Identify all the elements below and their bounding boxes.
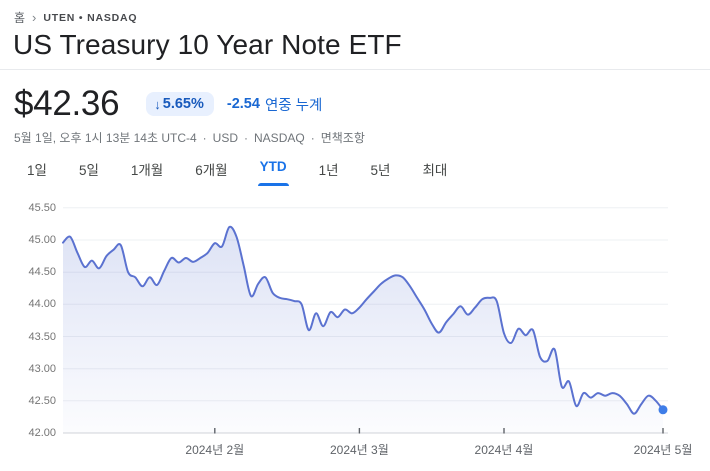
- percent-change-badge: ↓ 5.65%: [146, 92, 214, 116]
- quote-meta: 5월 1일, 오후 1시 13분 14초 UTC-4 · USD · NASDA…: [14, 129, 365, 146]
- disclaimer-link[interactable]: 면책조항: [320, 131, 365, 145]
- tab-5년[interactable]: 5년: [370, 163, 391, 178]
- y-axis-label: 43.50: [28, 330, 56, 343]
- chevron-right-icon: ›: [32, 10, 37, 25]
- header-divider: [0, 69, 710, 70]
- percent-change-value: 5.65%: [162, 96, 204, 112]
- page-title: US Treasury 10 Year Note ETF: [13, 29, 402, 60]
- y-axis-label: 43.00: [28, 362, 56, 375]
- tab-최대[interactable]: 최대: [422, 163, 448, 178]
- meta-separator: ·: [244, 130, 249, 145]
- change-period-label: 연중 누계: [264, 97, 323, 114]
- arrow-down-icon: ↓: [154, 96, 161, 112]
- absolute-change: -2.54: [226, 96, 260, 112]
- tab-1년[interactable]: 1년: [318, 163, 339, 178]
- y-axis-label: 44.50: [28, 266, 56, 279]
- tab-1일[interactable]: 1일: [27, 163, 47, 178]
- price-line: [62, 225, 664, 415]
- last-price-dot: [658, 405, 668, 415]
- quote-exchange: NASDAQ: [254, 130, 305, 145]
- meta-separator: ·: [202, 130, 207, 145]
- y-axis-label: 45.50: [28, 201, 56, 214]
- quote-timestamp: 5월 1일, 오후 1시 13분 14초 UTC-4: [14, 131, 197, 145]
- x-axis-label: 2024년 2월: [185, 443, 245, 457]
- y-axis-label: 44.00: [28, 298, 56, 311]
- y-axis-label: 42.50: [28, 394, 56, 407]
- breadcrumb-home-link[interactable]: 홈: [14, 11, 26, 25]
- quote-currency: USD: [212, 130, 239, 145]
- area-fill: [63, 226, 663, 433]
- y-axis-label: 45.00: [28, 234, 56, 246]
- current-price: $42.36: [14, 84, 120, 123]
- breadcrumb: 홈 › UTEN • NASDAQ: [14, 9, 137, 26]
- x-axis-label: 2024년 5월: [633, 443, 693, 457]
- tab-6개월[interactable]: 6개월: [195, 163, 228, 178]
- x-axis-label: 2024년 3월: [329, 443, 389, 457]
- breadcrumb-symbol: UTEN • NASDAQ: [43, 11, 138, 24]
- meta-separator: ·: [310, 130, 315, 145]
- quote-row: $42.36 ↓ 5.65% -2.54 연중 누계: [14, 84, 322, 124]
- tab-5일[interactable]: 5일: [78, 163, 99, 178]
- tab-ytd[interactable]: YTD: [257, 159, 289, 186]
- time-range-tabs: 1일 5일 1개월 6개월 YTD 1년 5년 최대: [27, 159, 447, 186]
- tab-1개월[interactable]: 1개월: [130, 163, 164, 178]
- y-axis-label: 42.00: [28, 427, 56, 439]
- x-axis-label: 2024년 4월: [474, 443, 534, 457]
